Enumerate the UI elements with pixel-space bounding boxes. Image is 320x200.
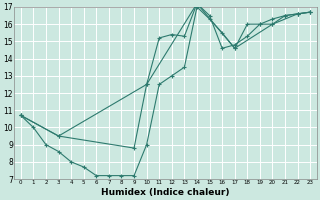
X-axis label: Humidex (Indice chaleur): Humidex (Indice chaleur) xyxy=(101,188,230,197)
